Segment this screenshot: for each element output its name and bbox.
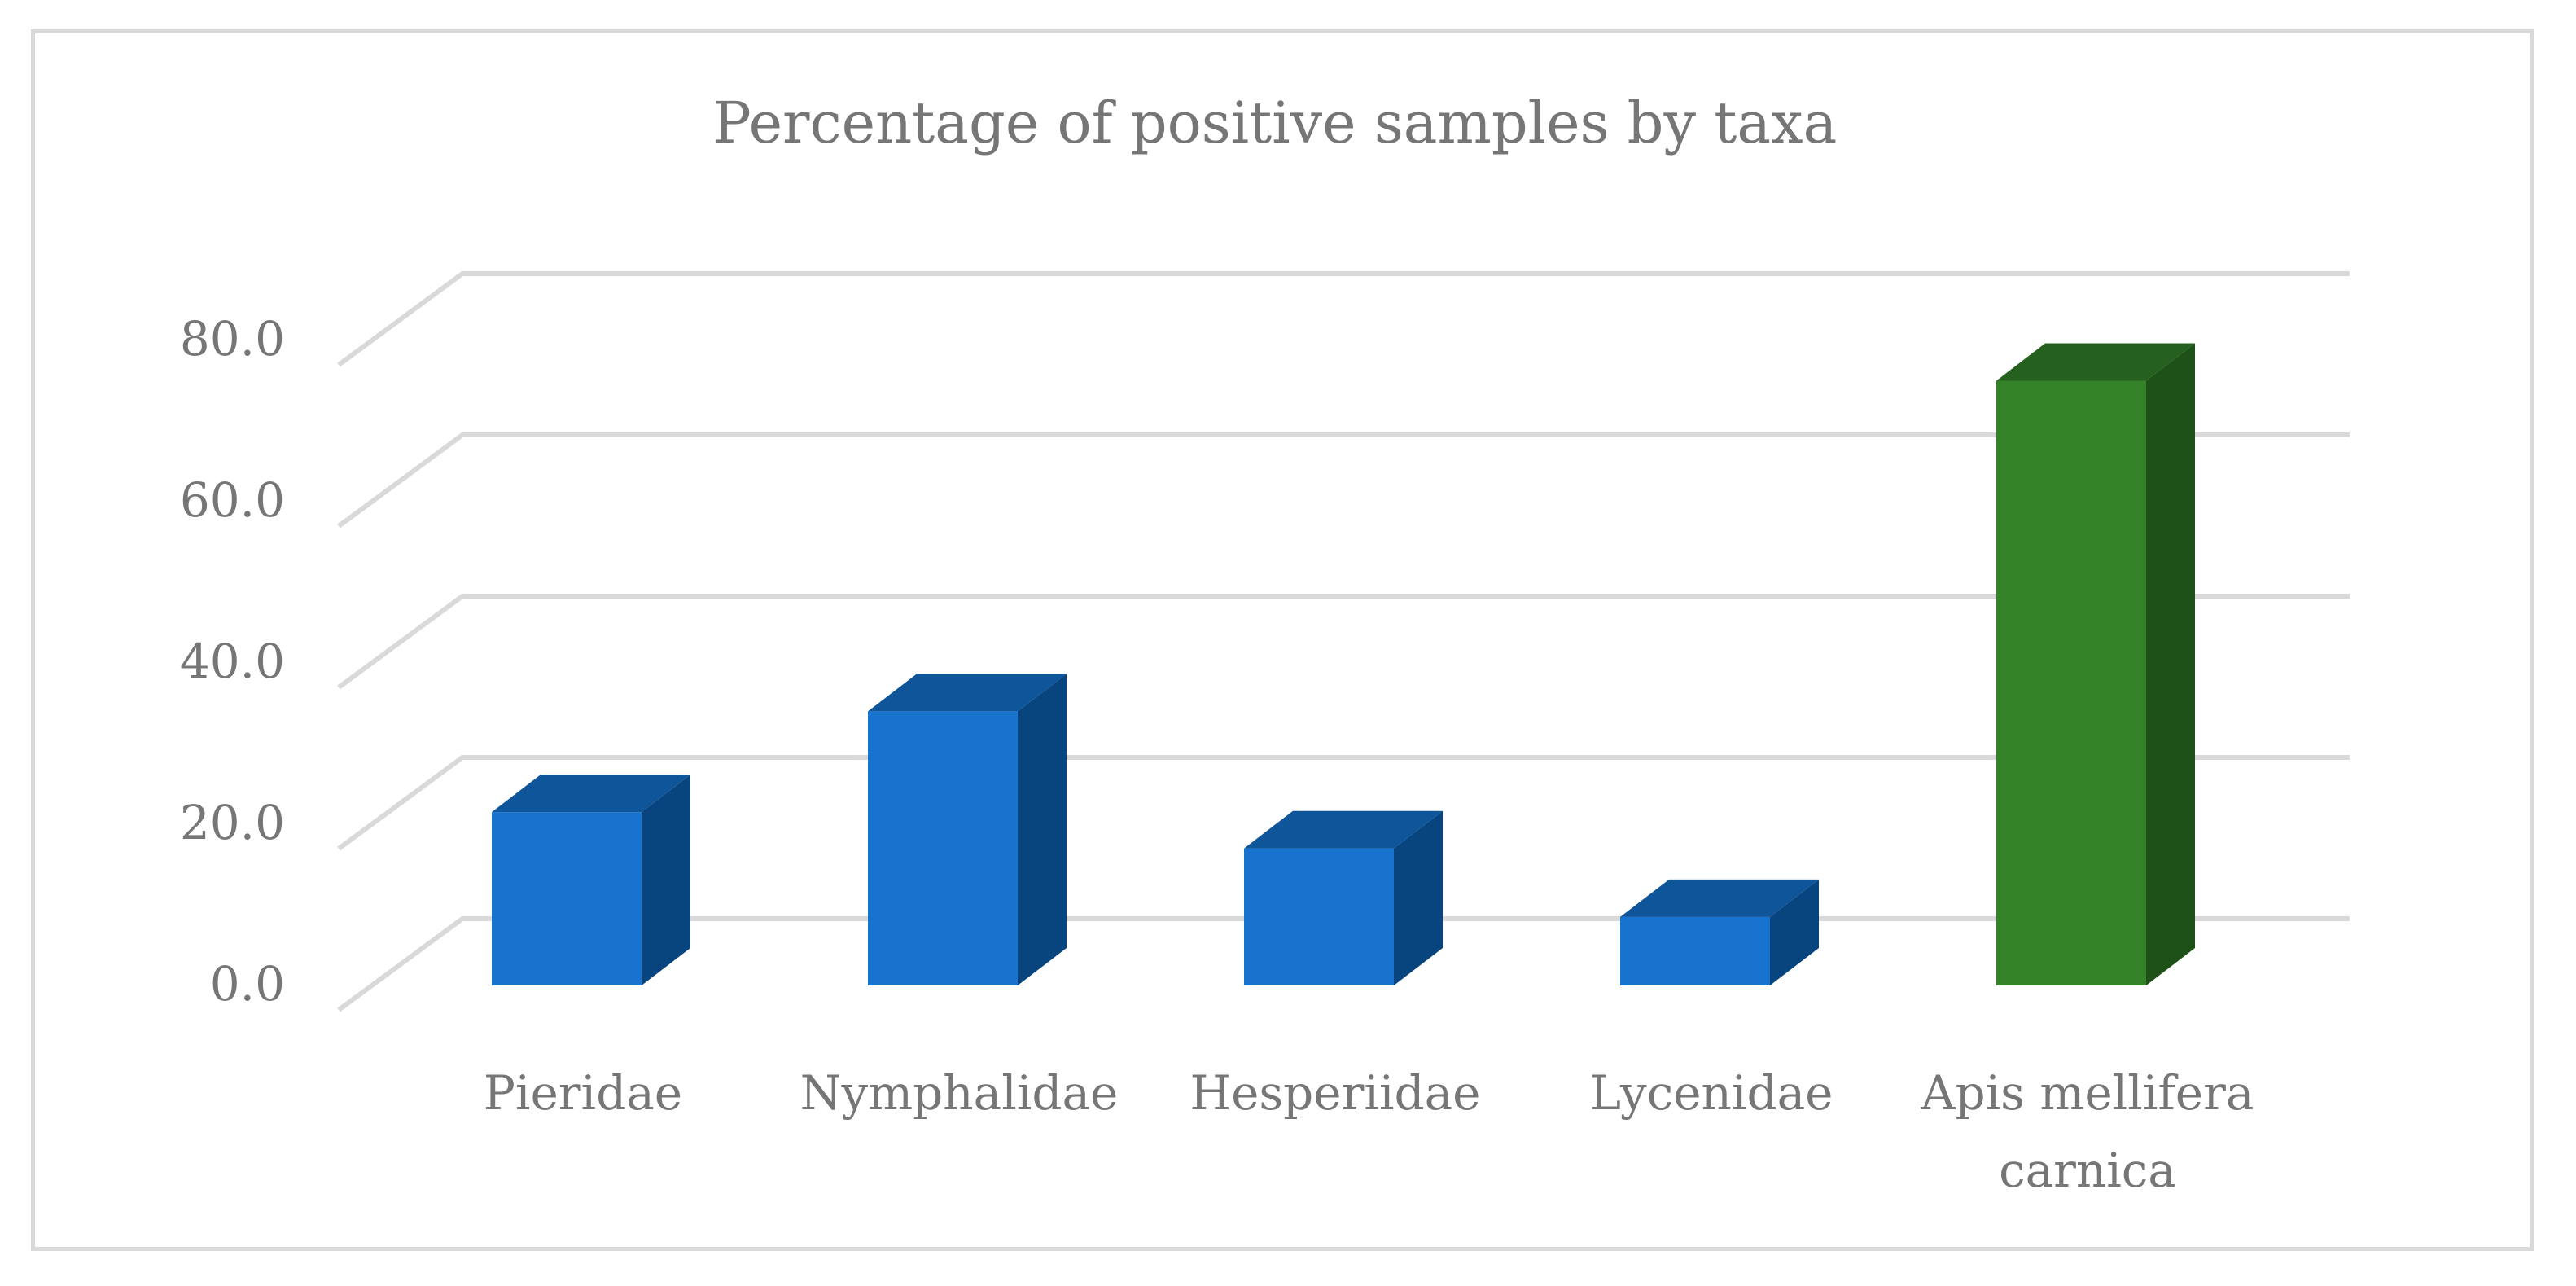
y-tick-label: 0.0 [210,956,285,1012]
bar-side [642,775,690,985]
bar [1620,879,1819,985]
bar-side [1770,879,1819,985]
bar [1996,343,2195,985]
bar-front [492,812,642,985]
bar-top [492,775,690,813]
bar-side [2146,343,2195,985]
bar-front [1996,380,2146,985]
y-tick-label: 20.0 [180,795,285,850]
chart-title: Percentage of positive samples by taxa [713,90,1838,156]
x-category-label: Hesperiidae [1190,1065,1481,1121]
bar-front [1620,916,1770,985]
bar-front [868,711,1018,985]
bar-top [868,674,1067,712]
bar-side [1394,810,1443,985]
bar [868,674,1067,985]
x-category-label: Lycenidae [1589,1065,1833,1121]
bar-top [1620,879,1819,917]
bar [492,775,690,985]
x-category-label: Nymphalidae [800,1065,1119,1121]
bar-side [1018,674,1067,985]
x-category-label: Pieridae [484,1065,682,1121]
x-category-label: Apis mellifera carnica [1921,1065,2254,1198]
bar-top [1996,343,2195,381]
y-tick-label: 60.0 [180,472,285,528]
y-tick-label: 40.0 [180,634,285,689]
bar-top [1244,810,1443,849]
gridline [337,432,2350,529]
x-axis-labels: Pieridae Nymphalidae Hesperiidae Lycenidae A… [484,1065,2254,1198]
gridline [337,271,2350,367]
gridline [337,594,2350,690]
gridline [337,755,2350,851]
bar [1244,810,1443,985]
y-axis-ticks: 0.0 20.0 40.0 60.0 80.0 [180,311,285,1012]
bars [492,343,2195,985]
bar-front [1244,848,1394,985]
y-tick-label: 80.0 [180,311,285,366]
